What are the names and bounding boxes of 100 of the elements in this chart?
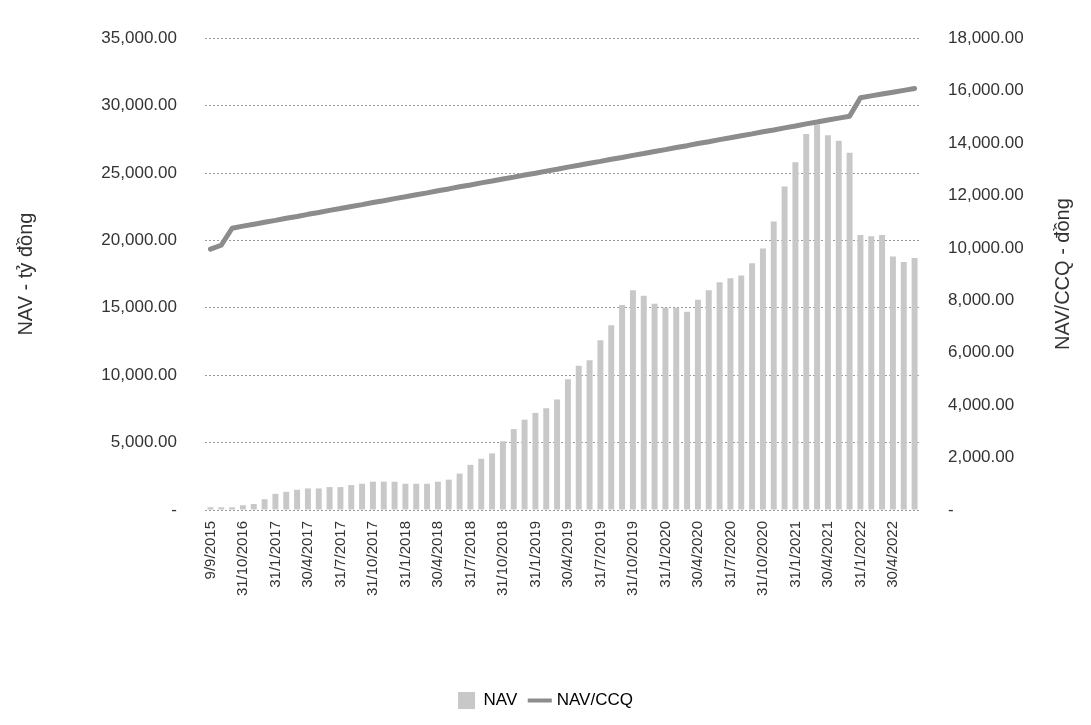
- bar: [684, 311, 691, 510]
- y-tick-label: 35,000.00: [101, 27, 177, 47]
- y2-tick-label: 14,000.00: [948, 132, 1024, 152]
- bar: [662, 307, 669, 510]
- x-tick-label: 31/1/2020: [655, 521, 673, 588]
- bar: [489, 453, 496, 510]
- x-tick-label: 31/1/2017: [265, 521, 283, 588]
- bar: [846, 152, 853, 510]
- legend-label: NAV/CCQ: [556, 690, 633, 710]
- y2-tick-label: 10,000.00: [948, 237, 1024, 257]
- bar: [629, 290, 636, 510]
- bar: [261, 499, 268, 510]
- bar: [781, 186, 788, 510]
- y2-tick-label: 6,000.00: [948, 342, 1015, 362]
- x-tick-label: 31/10/2020: [753, 521, 771, 597]
- bar: [510, 429, 517, 510]
- bar: [759, 248, 766, 510]
- bar: [369, 481, 376, 510]
- bar: [424, 483, 431, 510]
- y-tick-label: 10,000.00: [101, 364, 177, 384]
- x-tick-label: 30/4/2021: [818, 521, 836, 588]
- bar: [814, 124, 821, 510]
- x-tick-label: 9/9/2015: [200, 521, 218, 580]
- bar: [521, 419, 528, 510]
- x-tick-label: 30/4/2017: [298, 521, 316, 588]
- bar: [532, 412, 539, 510]
- bar: [402, 483, 409, 510]
- x-tick-label: 31/1/2021: [785, 521, 803, 588]
- x-tick-label: 31/10/2018: [493, 521, 511, 597]
- y-tick-label: 30,000.00: [101, 95, 177, 115]
- bar: [478, 458, 485, 510]
- x-tick-label: 30/4/2020: [688, 521, 706, 588]
- bar: [391, 481, 398, 510]
- x-tick-label: 31/10/2019: [623, 521, 641, 597]
- bar: [727, 278, 734, 510]
- x-tick-label: 31/1/2018: [395, 521, 413, 588]
- y2-tick-label: 16,000.00: [948, 80, 1024, 100]
- bar: [554, 399, 561, 510]
- bar: [229, 507, 236, 510]
- bar: [326, 487, 333, 510]
- y2-tick-label: 8,000.00: [948, 290, 1015, 309]
- y2-tick-label: 2,000.00: [948, 447, 1015, 467]
- bar: [359, 483, 366, 510]
- bar: [434, 481, 441, 510]
- x-tick-label: 31/7/2018: [460, 521, 478, 588]
- bar: [272, 493, 279, 510]
- bar: [608, 325, 615, 510]
- bar: [207, 507, 214, 510]
- bar: [749, 263, 756, 510]
- bar: [716, 282, 723, 510]
- bar: [619, 305, 626, 510]
- bar: [304, 488, 311, 510]
- bar: [868, 236, 875, 510]
- y-tick-label: 25,000.00: [101, 162, 177, 182]
- x-tick-label: 31/1/2022: [850, 521, 868, 588]
- x-tick-label: 31/7/2019: [590, 521, 608, 588]
- bar: [835, 140, 842, 510]
- bar: [575, 365, 582, 510]
- bar: [543, 408, 550, 510]
- bar: [803, 133, 810, 510]
- bar: [337, 487, 344, 510]
- bar: [348, 485, 355, 510]
- y2-tick-label: 4,000.00: [948, 394, 1015, 414]
- x-tick-label: 31/10/2016: [233, 521, 251, 597]
- bar: [564, 379, 571, 510]
- bar: [380, 481, 387, 510]
- x-tick-label: 30/4/2018: [428, 521, 446, 588]
- y-tick-label: 15,000.00: [101, 297, 177, 317]
- x-tick-label: 30/4/2022: [883, 521, 901, 588]
- bar: [445, 479, 452, 510]
- y-tick-label: -: [171, 499, 177, 519]
- y-tick-label: 20,000.00: [101, 230, 177, 250]
- bar: [218, 507, 225, 510]
- legend-label: NAV: [483, 690, 518, 710]
- bar: [294, 489, 301, 510]
- y2-axis-title: NAV/CCQ - đồng: [1050, 198, 1073, 351]
- bar: [250, 503, 257, 510]
- bar: [824, 135, 831, 510]
- bar: [879, 235, 886, 510]
- bar: [911, 257, 918, 510]
- bar: [900, 261, 907, 510]
- bar: [640, 295, 647, 510]
- bar: [456, 473, 463, 510]
- bar: [694, 299, 701, 510]
- bar: [413, 483, 420, 510]
- y-axis-title: NAV - tỷ đồng: [13, 212, 36, 336]
- y-tick-label: 5,000.00: [110, 432, 177, 452]
- bar: [857, 235, 864, 510]
- bar: [673, 307, 680, 510]
- bar: [651, 303, 658, 510]
- x-tick-label: 31/7/2017: [330, 521, 348, 588]
- bar: [315, 488, 322, 510]
- bar: [770, 221, 777, 510]
- bar: [239, 505, 246, 510]
- y2-tick-label: -: [948, 499, 954, 519]
- bar: [597, 340, 604, 510]
- bar: [889, 256, 896, 510]
- x-tick-label: 31/7/2020: [720, 521, 738, 588]
- x-tick-label: 31/10/2017: [363, 521, 381, 597]
- x-tick-label: 31/1/2019: [525, 521, 543, 588]
